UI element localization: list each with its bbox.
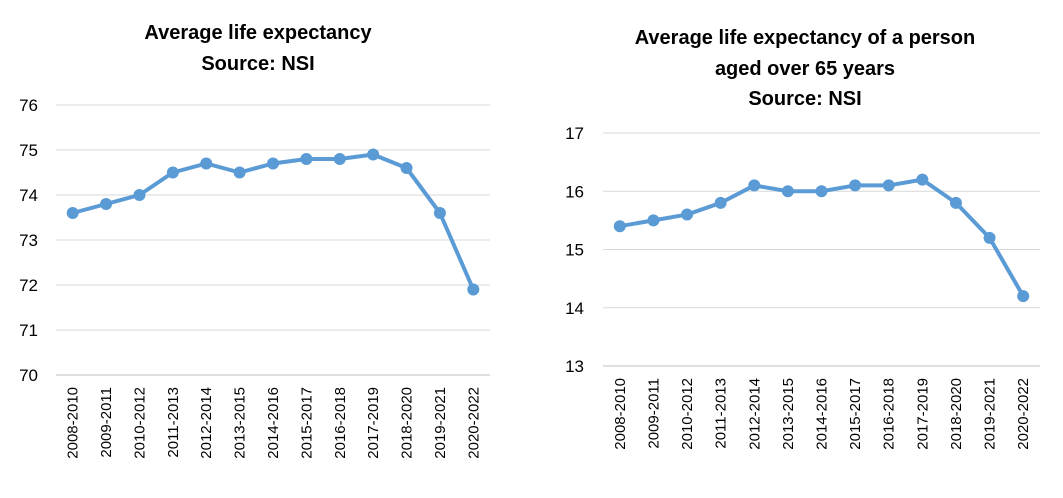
data-point bbox=[782, 185, 794, 197]
x-tick-label: 2019-2021 bbox=[432, 387, 449, 459]
x-tick-label: 2008-2010 bbox=[65, 387, 82, 459]
life-expectancy-over-65-chart: Average life expectancy of a person aged … bbox=[540, 0, 1063, 493]
x-tick-label: 2016-2018 bbox=[881, 378, 898, 450]
x-tick-label: 2015-2017 bbox=[298, 387, 315, 459]
data-point bbox=[434, 207, 446, 219]
data-point bbox=[916, 174, 928, 186]
x-tick-label: 2009-2011 bbox=[98, 387, 115, 458]
y-tick-label: 76 bbox=[19, 96, 38, 115]
life-expectancy-chart: Average life expectancy Source: NSI 70 71 72… bbox=[0, 0, 520, 493]
data-point bbox=[950, 197, 962, 209]
data-point bbox=[300, 153, 312, 165]
x-tick-label: 2009-2011 bbox=[645, 378, 662, 449]
x-tick-label: 2011-2013 bbox=[713, 378, 730, 449]
y-tick-label: 72 bbox=[19, 276, 38, 295]
chart-title: Average life expectancy of a person bbox=[635, 27, 976, 49]
x-tick-label: 2014-2016 bbox=[265, 387, 282, 459]
y-tick-label: 16 bbox=[565, 182, 584, 201]
data-point bbox=[681, 209, 693, 221]
data-point bbox=[614, 220, 626, 232]
x-tick-label: 2012-2014 bbox=[198, 387, 215, 459]
x-tick-label: 2010-2012 bbox=[131, 387, 148, 459]
x-tick-label: 2011-2013 bbox=[165, 387, 182, 458]
data-point bbox=[647, 214, 659, 226]
data-point bbox=[267, 158, 279, 170]
x-tick-label: 2017-2019 bbox=[914, 378, 931, 450]
data-point bbox=[200, 158, 212, 170]
data-point bbox=[67, 207, 79, 219]
x-tick-label: 2016-2018 bbox=[332, 387, 349, 459]
x-tick-label: 2018-2020 bbox=[399, 387, 416, 459]
data-point bbox=[401, 162, 413, 174]
chart-subtitle: Source: NSI bbox=[748, 88, 861, 110]
data-point bbox=[167, 167, 179, 179]
y-tick-label: 70 bbox=[19, 366, 38, 385]
chart-subtitle: Source: NSI bbox=[201, 53, 314, 75]
data-point bbox=[1017, 290, 1029, 302]
x-tick-label: 2017-2019 bbox=[365, 387, 382, 459]
data-point bbox=[133, 189, 145, 201]
data-point bbox=[367, 149, 379, 161]
x-tick-label: 2015-2017 bbox=[847, 378, 864, 450]
y-tick-label: 14 bbox=[565, 299, 584, 318]
data-point bbox=[334, 153, 346, 165]
x-tick-label: 2020-2022 bbox=[1015, 378, 1032, 450]
data-point bbox=[234, 167, 246, 179]
life-expectancy-chart-svg: Average life expectancy Source: NSI 70 71 72… bbox=[0, 0, 520, 493]
y-tick-label: 13 bbox=[565, 357, 584, 376]
data-point bbox=[467, 284, 479, 296]
y-tick-label: 71 bbox=[19, 321, 38, 340]
series-line bbox=[73, 155, 474, 290]
x-tick-label: 2019-2021 bbox=[982, 378, 999, 450]
y-tick-label: 75 bbox=[19, 141, 38, 160]
chart-title: Average life expectancy bbox=[144, 22, 372, 44]
data-point bbox=[748, 179, 760, 191]
data-point bbox=[849, 179, 861, 191]
data-point bbox=[816, 185, 828, 197]
x-tick-label: 2008-2010 bbox=[612, 378, 629, 450]
data-point bbox=[984, 232, 996, 244]
x-tick-label: 2013-2015 bbox=[780, 378, 797, 450]
x-tick-label: 2010-2012 bbox=[679, 378, 696, 450]
data-point bbox=[100, 198, 112, 210]
y-tick-label: 73 bbox=[19, 231, 38, 250]
x-tick-label: 2020-2022 bbox=[465, 387, 482, 459]
x-tick-label: 2018-2020 bbox=[948, 378, 965, 450]
x-tick-label: 2014-2016 bbox=[814, 378, 831, 450]
x-tick-label: 2012-2014 bbox=[746, 378, 763, 450]
data-point bbox=[715, 197, 727, 209]
chart-title-line-2: aged over 65 years bbox=[715, 58, 895, 80]
life-expectancy-over-65-chart-svg: Average life expectancy of a person aged … bbox=[540, 0, 1063, 493]
x-tick-label: 2013-2015 bbox=[232, 387, 249, 459]
y-tick-label: 15 bbox=[565, 241, 584, 260]
y-tick-label: 17 bbox=[565, 124, 584, 143]
y-tick-label: 74 bbox=[19, 186, 38, 205]
data-point bbox=[883, 179, 895, 191]
